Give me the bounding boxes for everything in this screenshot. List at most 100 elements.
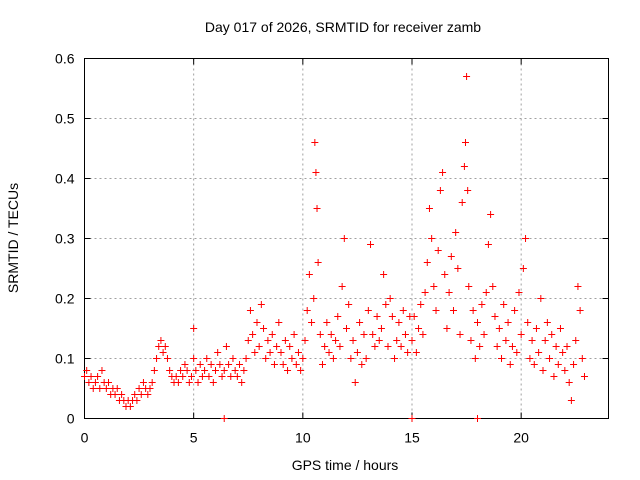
data-point-marker <box>421 289 429 296</box>
y-tick-label: 0.3 <box>55 231 75 247</box>
data-point-marker <box>166 367 174 374</box>
data-point-marker <box>236 361 244 368</box>
data-point-marker <box>441 271 449 278</box>
data-point-marker <box>207 361 215 368</box>
y-tick-label: 0 <box>67 411 75 427</box>
data-point-marker <box>242 355 250 362</box>
data-point-marker <box>268 331 276 338</box>
data-point-marker <box>375 337 383 344</box>
data-point-marker <box>146 385 154 392</box>
y-axis-label: SRMTID / TECUs <box>5 183 21 293</box>
data-point-marker <box>229 355 237 362</box>
data-point-marker <box>572 337 580 344</box>
data-point-marker <box>495 325 503 332</box>
data-point-marker <box>362 355 370 362</box>
data-point-marker <box>552 343 560 350</box>
data-point-marker <box>415 325 423 332</box>
data-point-marker <box>345 301 353 308</box>
x-tick-label: 10 <box>295 430 311 446</box>
data-point-marker <box>270 361 278 368</box>
data-point-marker <box>318 361 326 368</box>
data-point-marker <box>183 367 191 374</box>
data-point-marker <box>508 343 516 350</box>
data-point-marker <box>500 301 508 308</box>
data-point-marker <box>454 265 462 272</box>
data-point-marker <box>83 367 91 374</box>
data-point-marker <box>137 391 145 398</box>
data-point-marker <box>484 241 492 248</box>
data-point-marker <box>498 355 506 362</box>
data-point-marker <box>417 301 425 308</box>
data-point-marker <box>443 325 451 332</box>
data-point-marker <box>212 367 219 374</box>
data-point-marker <box>111 391 119 398</box>
data-point-marker <box>343 325 350 332</box>
data-point-marker <box>187 373 195 380</box>
x-axis-label: GPS time / hours <box>292 457 399 473</box>
data-point-marker <box>194 379 202 386</box>
data-point-marker <box>297 367 305 374</box>
data-point-marker <box>246 307 254 314</box>
data-point-marker <box>196 361 204 368</box>
y-tick-label: 0.1 <box>55 351 75 367</box>
data-point-marker <box>567 397 575 404</box>
data-point-marker <box>412 349 420 356</box>
data-point-marker <box>543 319 551 326</box>
data-point-marker <box>576 307 584 314</box>
data-point-marker <box>360 331 368 338</box>
data-point-marker <box>371 343 379 350</box>
data-point-marker <box>491 313 499 320</box>
data-point-marker <box>449 307 457 314</box>
data-point-marker <box>310 295 318 302</box>
data-point-marker <box>351 379 359 386</box>
data-point-marker <box>493 343 501 350</box>
y-tick-label: 0.4 <box>55 171 75 187</box>
data-point-marker <box>408 337 416 344</box>
data-point-marker <box>148 379 156 386</box>
data-point-marker <box>559 349 567 356</box>
data-point-marker <box>388 313 396 320</box>
data-point-marker <box>526 355 534 362</box>
data-point-marker <box>578 355 586 362</box>
data-point-marker <box>482 289 490 296</box>
data-point-marker <box>181 361 189 368</box>
data-point-marker <box>528 337 536 344</box>
data-point-marker <box>220 415 228 422</box>
data-point-marker <box>238 379 246 386</box>
data-point-marker <box>574 283 582 290</box>
data-point-marker <box>216 361 224 368</box>
data-point-marker <box>323 319 331 326</box>
data-point-marker <box>144 391 152 398</box>
data-point-marker <box>286 343 294 350</box>
data-point-marker <box>179 373 187 380</box>
data-point-marker <box>539 367 547 374</box>
data-point-marker <box>386 295 394 302</box>
data-point-marker <box>257 301 265 308</box>
data-point-marker <box>463 73 471 80</box>
data-point-marker <box>159 349 167 356</box>
x-tick-label: 20 <box>513 430 529 446</box>
data-point-marker <box>393 337 401 344</box>
data-point-marker <box>222 343 230 350</box>
x-tick-label: 0 <box>81 430 89 446</box>
data-point-marker <box>135 385 143 392</box>
data-point-marker <box>273 343 281 350</box>
data-point-marker <box>214 349 222 356</box>
data-point-marker <box>249 331 257 338</box>
data-point-marker <box>301 337 309 344</box>
data-point-marker <box>515 289 523 296</box>
data-point-marker <box>190 355 198 362</box>
data-point-marker <box>131 391 139 398</box>
data-point-marker <box>384 343 392 350</box>
data-point-marker <box>474 415 481 422</box>
data-point-marker <box>126 403 134 410</box>
data-point-marker <box>358 361 366 368</box>
data-point-marker <box>537 295 545 302</box>
data-point-marker <box>546 355 554 362</box>
data-point-marker <box>262 355 270 362</box>
data-point-marker <box>511 307 519 314</box>
data-point-marker <box>279 361 287 368</box>
data-point-marker <box>312 169 320 176</box>
data-point-marker <box>439 169 447 176</box>
data-point-marker <box>349 337 357 344</box>
